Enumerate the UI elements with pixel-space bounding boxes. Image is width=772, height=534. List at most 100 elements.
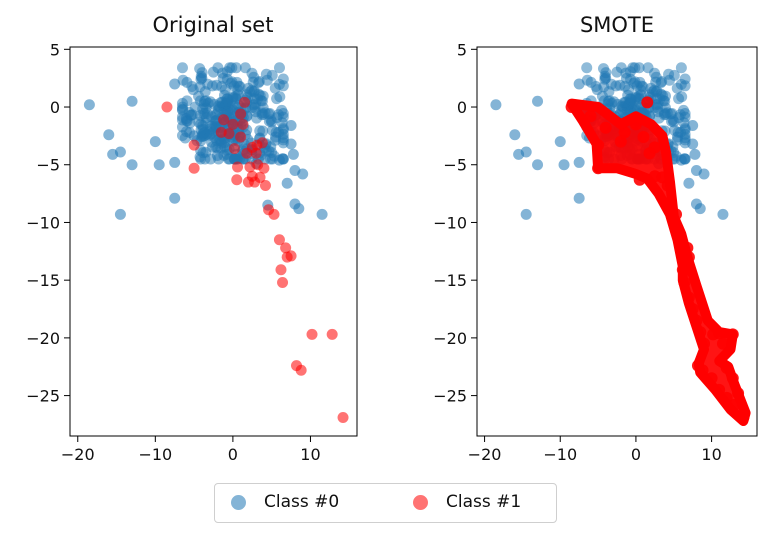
class-0-point bbox=[558, 159, 570, 171]
original-set-xtick-label: −20 bbox=[61, 445, 95, 464]
class-1-point bbox=[231, 174, 243, 186]
class-0-point bbox=[169, 78, 181, 90]
class-0-point bbox=[293, 203, 305, 215]
class-0-point bbox=[211, 150, 223, 162]
class-1-point bbox=[694, 326, 707, 339]
class-1-point bbox=[232, 161, 244, 173]
class-1-point bbox=[237, 118, 249, 130]
class-1-point bbox=[682, 251, 695, 264]
class-1-point bbox=[285, 250, 297, 262]
class-1-point bbox=[565, 101, 578, 114]
class-0-point bbox=[611, 66, 623, 78]
original-set-ytick-label: −25 bbox=[26, 387, 60, 406]
class-0-point bbox=[297, 168, 309, 180]
class-0-point bbox=[176, 104, 188, 116]
original-set-plot: Original set −20 −10 0 10 5 0 −5 −10 −15 −20 −25 bbox=[26, 13, 358, 464]
class-0-point bbox=[257, 90, 269, 102]
class-0-point bbox=[200, 95, 212, 107]
smote-ticks: −20 −10 0 10 5 0 −5 −10 −15 −20 −25 bbox=[433, 40, 722, 464]
class-0-point bbox=[532, 159, 544, 171]
class-1-point bbox=[242, 176, 254, 188]
class-0-point bbox=[180, 113, 192, 125]
class-0-point bbox=[249, 102, 261, 114]
class-1-point bbox=[218, 114, 230, 126]
class-0-point bbox=[285, 119, 297, 131]
class-0-point bbox=[717, 208, 729, 220]
class-1-point bbox=[705, 372, 718, 385]
original-set-ytick-label: −15 bbox=[26, 271, 60, 290]
class-0-point bbox=[153, 159, 165, 171]
class-0-point bbox=[532, 95, 544, 107]
smote-title: SMOTE bbox=[580, 13, 654, 37]
class-0-point bbox=[107, 148, 119, 160]
original-set-ticks: −20 −10 0 10 5 0 −5 −10 −15 −20 −25 bbox=[26, 40, 320, 464]
class-0-point bbox=[554, 136, 566, 148]
class-0-point bbox=[281, 177, 293, 189]
class-0-point bbox=[629, 62, 641, 74]
class-0-point bbox=[223, 153, 235, 165]
original-set-marks bbox=[83, 62, 349, 424]
smote-ytick-label: 0 bbox=[457, 98, 467, 117]
smote-ytick-label: −20 bbox=[433, 329, 467, 348]
class-1-point bbox=[671, 222, 684, 235]
class-0-point bbox=[687, 119, 699, 131]
class-0-point bbox=[266, 116, 278, 128]
class-1-point bbox=[592, 162, 605, 175]
class-1-point bbox=[188, 139, 200, 151]
original-set-ytick-label: −20 bbox=[26, 329, 60, 348]
class-0-point bbox=[271, 93, 283, 105]
class-0-point bbox=[177, 74, 189, 86]
class-1-point bbox=[227, 118, 239, 130]
class-0-point bbox=[246, 67, 258, 79]
smote-ytick-label: −25 bbox=[433, 387, 467, 406]
class-0-point bbox=[633, 90, 645, 102]
class-0-point bbox=[513, 148, 525, 160]
class-0-point bbox=[673, 93, 685, 105]
smote-xtick-label: −10 bbox=[543, 445, 577, 464]
legend-item-class-0: Class #0 bbox=[231, 492, 339, 512]
class-0-point bbox=[573, 156, 585, 168]
class-1-point bbox=[720, 361, 733, 374]
class-1-point bbox=[678, 276, 691, 289]
smote-marks bbox=[490, 62, 751, 426]
class-0-point bbox=[103, 129, 115, 141]
original-set-ytick-label: −10 bbox=[26, 213, 60, 232]
class-0-point bbox=[194, 151, 206, 163]
class-0-point bbox=[207, 66, 219, 78]
class-1-point bbox=[716, 337, 729, 350]
class-1-point bbox=[239, 96, 251, 108]
class-1-point bbox=[306, 328, 318, 340]
class-1-marker-icon bbox=[413, 494, 428, 510]
class-1-point bbox=[670, 208, 683, 221]
class-0-point bbox=[210, 79, 222, 91]
class-0-point bbox=[285, 138, 297, 150]
class-0-point bbox=[668, 116, 680, 128]
class-0-point bbox=[186, 80, 198, 92]
class-0-point bbox=[277, 111, 289, 123]
class-0-point bbox=[259, 153, 271, 165]
class-0-point bbox=[590, 80, 602, 92]
class-1-point bbox=[599, 121, 612, 134]
smote-ytick-label: −5 bbox=[443, 156, 467, 175]
legend-item-class-1: Class #1 bbox=[413, 492, 521, 512]
class-1-point bbox=[256, 137, 268, 149]
class-0-point bbox=[254, 125, 266, 137]
class-0-point bbox=[277, 80, 289, 92]
class-0-point bbox=[83, 99, 95, 111]
class-1-point bbox=[614, 135, 627, 148]
class-1-point bbox=[728, 398, 741, 411]
class-1-point bbox=[737, 411, 750, 424]
class-1-point bbox=[188, 162, 200, 174]
smote-xtick-label: 0 bbox=[631, 445, 641, 464]
class-1-point bbox=[259, 180, 271, 192]
class-1-point bbox=[681, 241, 694, 254]
class-1-point bbox=[592, 139, 605, 152]
class-0-point bbox=[270, 131, 282, 143]
class-0-point bbox=[273, 154, 285, 166]
original-set-ytick-label: 0 bbox=[50, 98, 60, 117]
smote-axes-frame bbox=[476, 46, 758, 437]
class-1-point bbox=[696, 364, 709, 377]
smote-plot: SMOTE −20 −10 0 10 5 0 −5 −10 −15 −20 −25 bbox=[433, 13, 758, 464]
class-0-point bbox=[683, 177, 695, 189]
class-1-point bbox=[648, 170, 661, 183]
